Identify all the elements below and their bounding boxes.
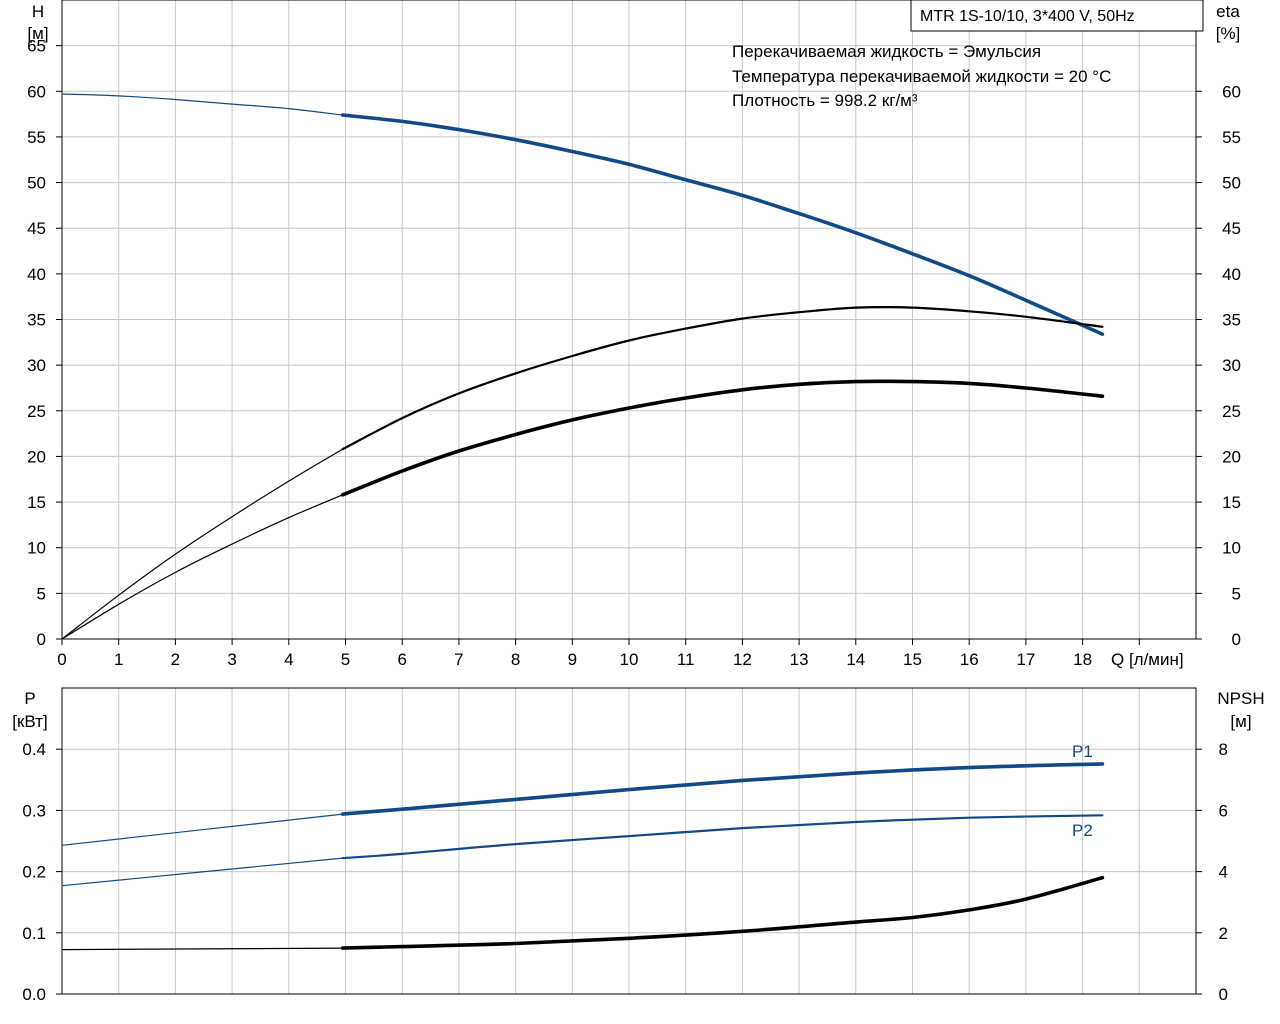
q-tick-label: 4 [284,650,293,669]
top-series-1-medium-line [341,306,1104,451]
model-box [910,0,1204,32]
p-tick-label: 0.3 [22,801,46,820]
h-tick-label: 10 [27,539,46,558]
h-tick-label: 50 [27,174,46,193]
q-axis-title: Q [л/мин] [1111,650,1184,669]
info-liquid: Перекачиваемая жидкость = Эмульсия [732,42,1041,61]
npsh-tick-label: 6 [1219,801,1228,820]
p-tick-label: 0.2 [22,863,46,882]
bottom-series-0-thin-line [61,813,344,846]
bottom-series-1-thin-line [61,857,344,887]
npsh-axis-unit: [м] [1230,712,1251,731]
q-tick-label: 13 [790,650,809,669]
h-tick-label: 45 [27,219,46,238]
bottom-series-0-thick-line [340,762,1105,816]
eta-axis-title: eta [1216,2,1240,21]
q-tick-label: 18 [1073,650,1092,669]
q-tick-label: 12 [733,650,752,669]
top-series-2-thick-line [340,379,1105,497]
eta-axis-unit: [%] [1216,24,1241,43]
npsh-axis-title: NPSH [1217,689,1264,708]
h-axis-title: H [32,2,44,21]
h-tick-label: 20 [27,447,46,466]
top-series-1-thin-line [61,448,344,640]
q-tick-label: 5 [341,650,350,669]
eta-tick-label: 15 [1222,493,1241,512]
npsh-tick-label: 4 [1219,863,1228,882]
h-tick-label: 60 [27,82,46,101]
p-tick-label: 0.0 [22,985,46,1004]
eta-tick-label: 20 [1222,447,1241,466]
h-tick-label: 25 [27,402,46,421]
p-tick-label: 0.1 [22,924,46,943]
bottom-panel-frame [61,687,1197,995]
curves [61,93,1105,951]
p-axis-title: P [24,689,35,708]
eta-tick-label: 0 [1232,630,1241,649]
p1-label: P1 [1072,742,1093,761]
info-temperature: Температура перекачиваемой жидкости = 20… [732,67,1111,86]
eta-tick-label: 60 [1222,82,1241,101]
eta-tick-label: 25 [1222,402,1241,421]
info-density: Плотность = 998.2 кг/м³ [732,91,918,110]
h-tick-label: 15 [27,493,46,512]
npsh-tick-label: 8 [1219,740,1228,759]
eta-tick-label: 10 [1222,539,1241,558]
p-tick-label: 0.4 [22,740,46,759]
q-tick-label: 16 [960,650,979,669]
eta-tick-label: 30 [1222,356,1241,375]
q-tick-label: 17 [1016,650,1035,669]
p-axis-unit: [кВт] [12,712,47,731]
bottom-series-1-medium-line [341,814,1104,860]
q-tick-label: 6 [397,650,406,669]
eta-tick-label: 40 [1222,265,1241,284]
q-tick-label: 8 [511,650,520,669]
h-tick-label: 0 [37,630,46,649]
h-tick-label: 35 [27,311,46,330]
q-tick-label: 1 [114,650,123,669]
eta-tick-label: 35 [1222,311,1241,330]
top-panel-grid [62,0,1196,639]
top-series-0-thin-line [61,93,344,116]
npsh-tick-label: 0 [1219,985,1228,1004]
h-tick-label: 40 [27,265,46,284]
bottom-series-2-thick-line [340,875,1105,950]
q-tick-label: 14 [846,650,865,669]
h-axis-unit: [м] [27,24,48,43]
q-tick-label: 7 [454,650,463,669]
bottom-series-2-thin-line [61,947,344,951]
q-tick-label: 10 [620,650,639,669]
h-tick-label: 5 [37,584,46,603]
h-tick-label: 30 [27,356,46,375]
tick-labels: 0510152025303540455055606505101520253035… [22,37,1241,1004]
q-tick-label: 2 [171,650,180,669]
h-tick-label: 65 [27,37,46,56]
q-tick-label: 0 [57,650,66,669]
bottom-panel-grid [62,688,1196,994]
q-tick-label: 9 [568,650,577,669]
model-text: MTR 1S-10/10, 3*400 V, 50Hz [920,8,1135,25]
top-series-0-thick-line [340,113,1105,336]
q-tick-label: 3 [227,650,236,669]
q-tick-label: 11 [677,650,695,669]
eta-tick-label: 55 [1222,128,1241,147]
eta-tick-label: 50 [1222,174,1241,193]
top-series-2-thin-line [61,494,344,640]
p2-label: P2 [1072,821,1093,840]
eta-tick-label: 5 [1232,584,1241,603]
eta-tick-label: 45 [1222,219,1241,238]
h-tick-label: 55 [27,128,46,147]
npsh-tick-label: 2 [1219,924,1228,943]
q-tick-label: 15 [903,650,922,669]
